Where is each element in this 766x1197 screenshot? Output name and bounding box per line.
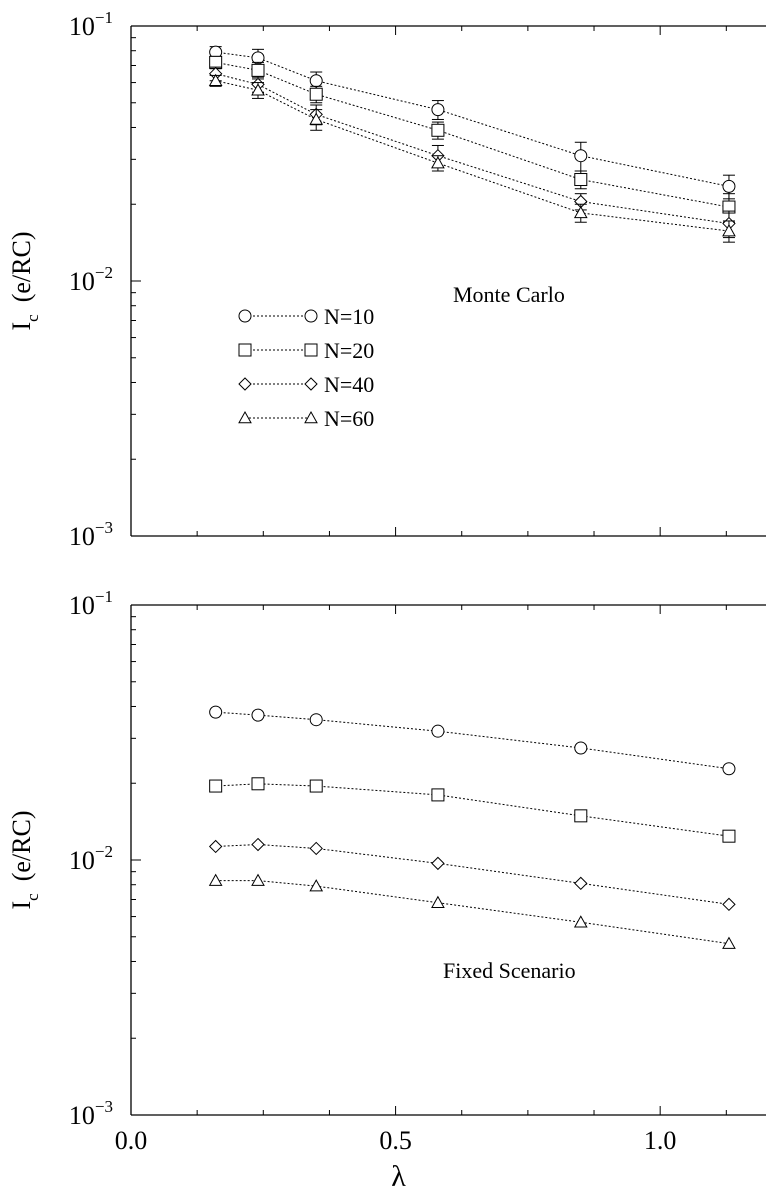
data-point — [722, 762, 736, 776]
data-point — [431, 856, 445, 871]
x-tick-label: 0.0 — [115, 1126, 148, 1155]
data-point — [309, 713, 323, 727]
legend-label: N=60 — [324, 406, 374, 431]
data-point — [208, 839, 223, 854]
data-point — [722, 179, 736, 193]
y-axis-label: Ic(e/RC) — [7, 232, 42, 331]
data-point — [309, 112, 324, 125]
y-tick-label: 10−2 — [69, 842, 113, 875]
series-line — [215, 880, 730, 945]
data-point — [209, 55, 223, 69]
series-triangle — [208, 873, 736, 949]
series-circle — [209, 45, 736, 200]
legend-item: N=40 — [238, 372, 374, 397]
series-line — [215, 711, 730, 770]
data-point — [251, 63, 265, 77]
y-tick-label: 10−1 — [69, 587, 113, 620]
series-diamond — [208, 66, 736, 239]
data-point — [309, 87, 323, 101]
legend-marker — [304, 377, 318, 391]
data-point — [722, 224, 736, 237]
data-point — [251, 777, 265, 791]
panel-annotation: Fixed Scenario — [443, 958, 576, 983]
data-point — [209, 779, 223, 793]
data-point — [574, 876, 588, 891]
data-point — [209, 705, 223, 719]
data-point — [574, 741, 588, 755]
data-point — [309, 879, 324, 892]
legend-item: N=10 — [238, 304, 374, 329]
data-point — [722, 897, 736, 912]
legend-marker — [238, 343, 252, 357]
y-tick-label: 10−1 — [69, 8, 113, 41]
legend-marker — [238, 377, 252, 391]
y-tick-label: 10−3 — [69, 518, 113, 551]
legend-marker — [304, 410, 318, 424]
series-square — [209, 777, 736, 843]
data-point — [251, 83, 265, 96]
series-diamond — [208, 837, 736, 912]
data-point — [574, 149, 588, 163]
series-square — [209, 55, 736, 223]
panel-annotation: Monte Carlo — [453, 282, 565, 307]
data-point — [573, 205, 588, 219]
data-point — [722, 829, 736, 843]
series-line — [215, 73, 730, 225]
data-point — [208, 873, 223, 886]
data-point — [208, 73, 223, 87]
data-point — [431, 724, 445, 738]
data-point — [573, 915, 588, 928]
data-point — [431, 788, 445, 802]
series-line — [215, 783, 730, 837]
data-point — [431, 895, 445, 909]
data-point — [309, 841, 323, 856]
data-point — [431, 123, 445, 137]
data-point — [574, 809, 588, 823]
monte-carlo-panel: 10−310−210−1Ic(e/RC) Monte CarloN=10N=20N… — [7, 8, 766, 551]
data-point — [431, 103, 445, 117]
data-point — [431, 156, 445, 169]
x-axis-label: λ — [391, 1160, 406, 1193]
legend: N=10 N=20 N=40 N=60 — [238, 304, 374, 431]
fixed-scenario-panel: 0.0 0.5 1.0 10−3 10−2 10−1 Ic(e/RC) λ Fixed Scen… — [7, 587, 766, 1193]
y-axis-label: Ic(e/RC) — [7, 811, 42, 910]
y-tick-label: 10−2 — [69, 263, 113, 296]
legend-label: N=40 — [324, 372, 374, 397]
series-circle — [209, 705, 736, 776]
data-point — [309, 74, 323, 88]
data-point — [722, 936, 736, 949]
legend-label: N=20 — [324, 338, 374, 363]
x-tick-label: 1.0 — [644, 1126, 677, 1155]
series-line — [215, 844, 730, 905]
x-tick-label: 0.5 — [379, 1126, 412, 1155]
legend-marker — [238, 410, 252, 424]
legend-marker — [304, 309, 318, 323]
series-triangle — [208, 73, 736, 243]
data-point — [251, 708, 265, 722]
series-line — [215, 51, 730, 187]
series-line — [215, 61, 730, 208]
y-tick-label: 10−3 — [69, 1097, 113, 1130]
series-line — [215, 80, 730, 232]
legend-item: N=60 — [238, 406, 374, 431]
data-point — [574, 173, 588, 187]
legend-marker — [238, 309, 252, 323]
legend-marker — [304, 343, 318, 357]
data-point — [309, 779, 323, 793]
data-point — [251, 873, 265, 886]
data-point — [251, 837, 265, 852]
legend-item: N=20 — [238, 338, 374, 363]
legend-label: N=10 — [324, 304, 374, 329]
